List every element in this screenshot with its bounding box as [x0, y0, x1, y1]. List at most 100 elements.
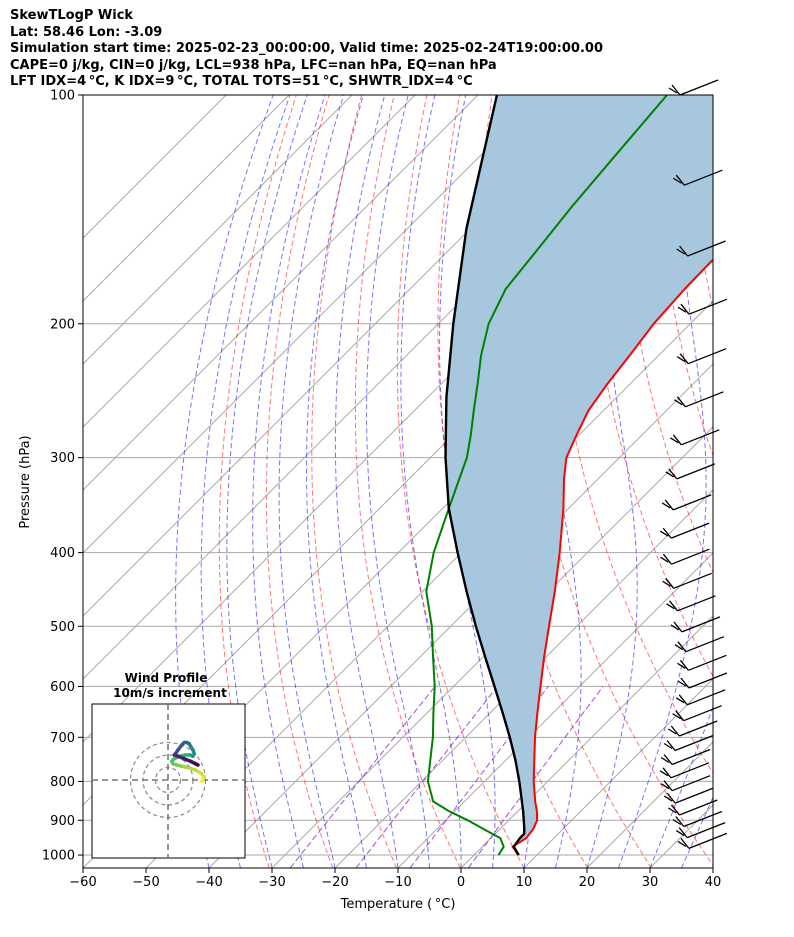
x-tick-label: 10 — [516, 875, 533, 890]
dry-adiabat — [586, 95, 713, 678]
wind-barb — [670, 616, 721, 633]
wind-barb — [675, 689, 726, 706]
moist-adiabat — [200, 95, 291, 868]
x-tick-label: 20 — [579, 875, 596, 890]
dry-adiabat — [311, 95, 398, 868]
y-axis-label: Pressure (hPa) — [18, 435, 33, 528]
location-line: Lat: 58.46 Lon: -3.09 — [10, 24, 163, 40]
chart-title: SkewTLogP Wick — [10, 8, 134, 23]
y-tick-label: 300 — [50, 451, 75, 466]
isotherm — [83, 95, 416, 428]
wind-barb — [672, 705, 722, 722]
x-tick-label: −60 — [69, 875, 96, 890]
x-tick-label: 30 — [642, 875, 659, 890]
y-tick-label: 1000 — [42, 849, 75, 864]
x-tick-label: 0 — [457, 875, 465, 890]
y-tick-label: 600 — [50, 680, 75, 695]
dewpoint-profile — [425, 95, 668, 856]
y-tick-label: 900 — [50, 814, 75, 829]
x-tick-label: −40 — [195, 875, 222, 890]
wind-barb — [669, 429, 720, 446]
isotherm — [83, 95, 290, 302]
wind-barb — [660, 775, 711, 792]
wind-barb — [663, 787, 714, 804]
wind-barb — [668, 79, 719, 96]
wind-barb — [674, 636, 725, 653]
wind-barb — [676, 240, 726, 257]
wind-barb — [660, 748, 711, 766]
moist-adiabat — [586, 95, 638, 868]
y-tick-label: 400 — [50, 546, 75, 561]
dry-adiabat — [354, 95, 461, 868]
time-line: Simulation start time: 2025-02-23_00:00:… — [10, 41, 603, 56]
isotherm — [83, 95, 353, 365]
isotherm — [712, 867, 713, 868]
indices-line-1: CAPE=0 j/kg, CIN=0 j/kg, LCL=938 hPa, LF… — [10, 57, 497, 73]
x-axis-label: Temperature ( °C) — [340, 897, 456, 912]
moist-adiabat — [712, 866, 713, 868]
wind-barb — [672, 810, 723, 828]
isotherm — [271, 426, 713, 868]
isotherm — [83, 95, 542, 554]
temperature-profile — [511, 258, 713, 856]
dry-adiabat — [396, 95, 525, 868]
wind-barb — [661, 494, 712, 511]
moist-adiabat — [334, 95, 399, 868]
moist-adiabat — [306, 95, 367, 868]
x-tick-label: −10 — [384, 875, 411, 890]
y-tick-label: 800 — [50, 775, 75, 790]
wind-barb — [667, 720, 718, 737]
x-tick-label: 40 — [705, 875, 722, 890]
isotherm — [523, 678, 713, 868]
y-tick-label: 100 — [50, 89, 75, 104]
parcel-profile — [444, 95, 526, 856]
moist-adiabat — [618, 95, 707, 868]
wind-barb — [674, 391, 724, 408]
isotherm — [83, 95, 227, 239]
isotherm — [334, 489, 713, 868]
hodograph-segment — [193, 762, 200, 767]
y-tick-label: 700 — [50, 731, 75, 746]
dry-adiabat — [786, 95, 794, 868]
moist-adiabat — [649, 705, 713, 868]
isotherm — [460, 615, 713, 868]
moist-adiabat — [226, 95, 308, 868]
x-tick-label: −30 — [258, 875, 285, 890]
wind-barb — [662, 572, 712, 589]
wind-barb — [663, 734, 714, 752]
mixing-ratio-line — [467, 686, 604, 868]
moist-adiabat — [278, 95, 345, 868]
moist-adiabat — [252, 95, 326, 868]
moist-adiabat — [439, 95, 496, 868]
hodograph-title: Wind Profile — [125, 671, 208, 685]
cin-shading — [445, 95, 713, 856]
wind-barb — [677, 298, 728, 315]
moist-adiabat — [366, 95, 430, 868]
indices-line-2: LFT IDX=4 °C, K IDX=9 °C, TOTAL TOTS=51 … — [10, 74, 473, 89]
wind-barb — [666, 595, 716, 612]
dry-adiabat — [721, 95, 794, 868]
mixing-ratio-line — [289, 686, 436, 868]
wind-barb — [677, 672, 728, 689]
isotherm — [83, 95, 479, 491]
wind-barb — [672, 169, 723, 186]
wind-barb — [659, 762, 710, 779]
x-tick-label: −20 — [321, 875, 348, 890]
wind-barb — [677, 832, 728, 850]
wind-barb — [677, 654, 727, 671]
x-tick-label: −50 — [132, 875, 159, 890]
dry-adiabat — [621, 95, 713, 574]
hodograph-subtitle: 10m/s increment — [113, 686, 227, 700]
dry-adiabat — [218, 95, 297, 868]
dry-adiabat — [753, 95, 794, 868]
wind-barb — [660, 548, 710, 565]
mixing-ratio-line — [355, 686, 498, 868]
y-tick-label: 500 — [50, 620, 75, 635]
wind-barb — [659, 522, 710, 539]
wind-barb — [675, 821, 726, 839]
y-tick-label: 200 — [50, 317, 75, 332]
wind-barb — [665, 463, 716, 480]
wind-barb — [676, 348, 727, 365]
wind-barb — [668, 799, 718, 816]
